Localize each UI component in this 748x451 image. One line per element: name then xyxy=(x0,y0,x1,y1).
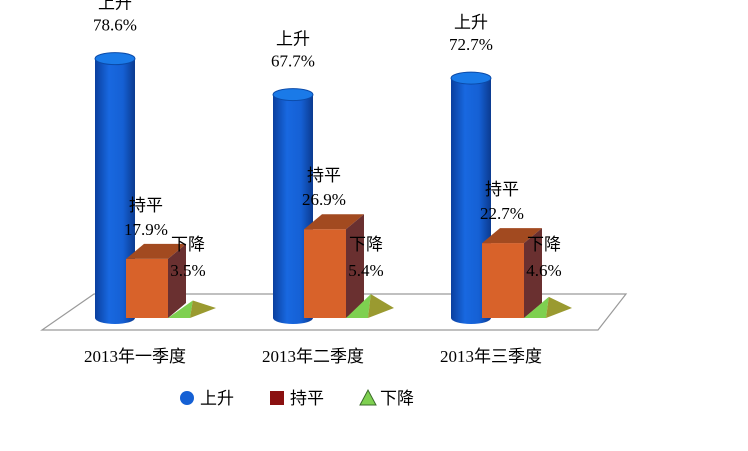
series-label-flat-0: 持平 xyxy=(129,196,163,216)
category-label-0: 2013年一季度 xyxy=(84,347,186,366)
chart-legend: 上升 持平 下降 xyxy=(180,388,414,409)
value-label-down-0: 3.5% xyxy=(170,261,205,280)
bar-down-side-0 xyxy=(190,300,216,318)
chart-categories: 2013年一季度 2013年二季度 2013年三季度 xyxy=(84,347,542,366)
series-label-up-0: 上升 xyxy=(98,0,132,14)
bar-flat-top-1 xyxy=(304,214,364,230)
bar-flat-top-2 xyxy=(482,228,542,244)
category-label-1: 2013年二季度 xyxy=(262,347,364,366)
legend-label-flat: 持平 xyxy=(290,389,324,409)
bar-flat-side-1 xyxy=(346,214,364,318)
value-label-flat-0: 17.9% xyxy=(124,220,168,239)
bar-flat-top-0 xyxy=(126,243,186,259)
bar-up-top-1 xyxy=(272,88,314,102)
series-label-flat-1: 持平 xyxy=(307,166,341,186)
bar-up-1 xyxy=(273,94,313,324)
bar-flat-2 xyxy=(482,243,524,318)
legend-marker-up xyxy=(180,391,194,405)
value-label-flat-1: 26.9% xyxy=(302,190,346,209)
bar-flat-0 xyxy=(126,258,168,318)
bar-up-top-0 xyxy=(94,52,136,66)
series-label-down-2: 下降 xyxy=(527,235,561,255)
value-label-up-1: 67.7% xyxy=(271,52,315,71)
series-label-down-1: 下降 xyxy=(349,235,383,255)
series-label-down-0: 下降 xyxy=(171,235,205,255)
bar-up-0 xyxy=(95,58,135,325)
value-label-up-0: 78.6% xyxy=(93,16,137,35)
bar-down-2 xyxy=(524,296,549,318)
chart-labels: 上升78.6%持平17.9%下降3.5%上升67.7%持平26.9%下降5.4%… xyxy=(93,0,562,280)
value-label-down-2: 4.6% xyxy=(526,261,561,280)
category-label-2: 2013年三季度 xyxy=(440,347,542,366)
bar-flat-1 xyxy=(304,229,346,318)
legend-label-down: 下降 xyxy=(380,389,414,409)
bar-flat-side-0 xyxy=(168,243,186,318)
legend-marker-down xyxy=(359,388,377,406)
bar-up-top-2 xyxy=(450,71,492,85)
bar-up-2 xyxy=(451,78,491,324)
value-label-flat-2: 22.7% xyxy=(480,204,524,223)
bar-down-0 xyxy=(168,300,193,318)
bar-down-1 xyxy=(346,294,371,318)
legend-marker-flat xyxy=(270,391,284,405)
legend-label-up: 上升 xyxy=(200,389,234,409)
chart-marks xyxy=(94,52,572,325)
bar-down-side-2 xyxy=(546,296,572,318)
bar-down-side-1 xyxy=(368,294,394,318)
series-label-up-2: 上升 xyxy=(454,13,488,33)
series-label-flat-2: 持平 xyxy=(485,180,519,200)
value-label-down-1: 5.4% xyxy=(348,261,383,280)
bar-flat-side-2 xyxy=(524,228,542,318)
value-label-up-2: 72.7% xyxy=(449,35,493,54)
series-label-up-1: 上升 xyxy=(276,30,310,50)
